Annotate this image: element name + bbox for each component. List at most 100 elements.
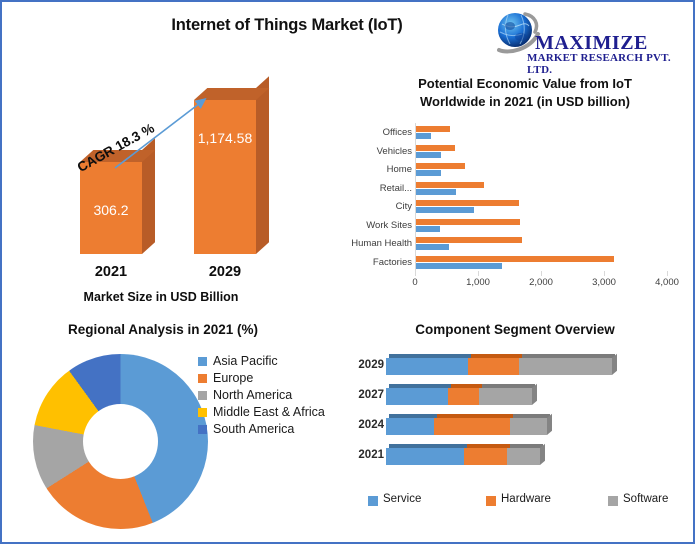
regional-legend-label: North America	[213, 388, 293, 402]
value-axis-line	[415, 123, 416, 271]
segment-software-top	[510, 444, 543, 448]
bar-orange	[416, 163, 466, 169]
component-legend-item[interactable]: Service	[368, 493, 422, 506]
potential-value-title-line2: Worldwide in 2021 (in USD billion)	[420, 94, 630, 109]
segment-hardware-top	[451, 384, 482, 388]
legend-swatch-icon	[198, 357, 207, 366]
company-logo: MAXIMIZE MARKET RESEARCH PVT. LTD.	[487, 10, 687, 76]
segment-service	[386, 358, 468, 375]
bar-orange	[416, 126, 451, 132]
potential-value-chart: Potential Economic Value from IoT Worldw…	[350, 68, 695, 318]
column-2029-label: 2029	[208, 264, 242, 280]
segment-hardware	[448, 388, 479, 405]
axis-tick	[541, 271, 542, 276]
regional-legend-item[interactable]: Europe	[198, 371, 348, 386]
segment-hardware	[464, 448, 507, 465]
regional-legend-item[interactable]: Middle East & Africa	[198, 405, 348, 420]
legend-swatch-icon	[198, 391, 207, 400]
axis-tick-label: 2,000	[529, 277, 553, 288]
column-2021-front	[80, 162, 142, 254]
component-bar-row: 2027	[350, 382, 695, 412]
header: Internet of Things Market (IoT)	[2, 6, 693, 76]
bar-category-label: Human Health	[351, 238, 412, 249]
component-bar-row: 2024	[350, 412, 695, 442]
legend-swatch-icon	[198, 408, 207, 417]
segment-software-top	[482, 384, 535, 388]
axis-tick	[415, 271, 416, 276]
component-legend-label: Hardware	[501, 493, 551, 505]
regional-legend-label: South America	[213, 422, 295, 436]
segment-service	[386, 448, 464, 465]
bar-category-label: Factories	[372, 256, 412, 268]
axis-tick	[667, 271, 668, 276]
bar-end-cap	[547, 413, 552, 435]
component-legend-item[interactable]: Hardware	[486, 493, 551, 506]
potential-value-plot: Offices Vehicles Home Retail... City Work Sit…	[351, 123, 684, 273]
segment-software	[479, 388, 532, 405]
regional-legend-item[interactable]: South America	[198, 422, 348, 437]
logo-wordmark: MAXIMIZE	[535, 32, 648, 54]
bar-category-label: Retail...	[379, 182, 412, 194]
market-size-caption: Market Size in USD Billion	[83, 290, 239, 304]
legend-swatch-icon	[198, 425, 207, 434]
bar-orange	[416, 218, 520, 225]
bar-category-label: Offices	[382, 127, 412, 138]
legend-swatch-icon	[608, 496, 618, 506]
axis-tick	[604, 271, 605, 276]
column-2029-value: 1,174.58	[197, 130, 253, 146]
bar-end-cap	[612, 353, 617, 375]
segment-service-top	[389, 444, 467, 448]
column-2021-label: 2021	[94, 264, 128, 280]
segment-service-top	[389, 384, 451, 388]
regional-analysis-chart: Regional Analysis in 2021 (%) Asia Pacif…	[8, 318, 348, 542]
column-2029-front	[194, 100, 256, 254]
bar-blue	[416, 262, 503, 269]
axis-tick-label: 3,000	[592, 277, 616, 288]
page-title: Internet of Things Market (IoT)	[171, 16, 403, 34]
bar-blue	[416, 207, 474, 213]
bar-orange	[416, 237, 523, 243]
potential-value-title-line1: Potential Economic Value from IoT	[418, 76, 632, 91]
regional-legend: Asia Pacific Europe North America Middle Ea…	[198, 354, 348, 439]
segment-software	[510, 418, 547, 435]
axis-tick-label: 4,000	[655, 277, 679, 288]
bar-blue	[416, 244, 449, 250]
regional-legend-label: Middle East & Africa	[213, 405, 325, 419]
component-legend-label: Service	[383, 493, 422, 505]
component-year-label: 2021	[358, 449, 384, 461]
column-2021: 306.2	[80, 138, 156, 254]
bar-end-cap	[532, 383, 537, 405]
potential-value-axis: 0 1,000 2,000 3,000 4,000	[354, 271, 684, 293]
component-year-label: 2024	[358, 419, 384, 431]
component-legend: Service Hardware Software	[368, 493, 688, 513]
bar-orange	[416, 181, 485, 188]
segment-service-top	[389, 354, 471, 358]
component-bar-row: 2021	[350, 442, 695, 472]
segment-service	[386, 418, 434, 435]
segment-hardware-top	[437, 414, 513, 418]
regional-legend-item[interactable]: North America	[198, 388, 348, 403]
bar-blue	[416, 225, 440, 232]
axis-tick	[478, 271, 479, 276]
axis-tick-label: 0	[412, 277, 418, 288]
regional-legend-item[interactable]: Asia Pacific	[198, 354, 348, 369]
donut-wrapper	[33, 354, 208, 529]
component-legend-item[interactable]: Software	[608, 493, 668, 506]
column-2029: 1,174.58	[194, 76, 270, 255]
regional-analysis-title: Regional Analysis in 2021 (%)	[67, 322, 259, 337]
donut-hole	[83, 404, 158, 479]
globe-icon	[497, 12, 540, 54]
bar-category-label: Home	[386, 164, 412, 175]
bar-blue	[416, 151, 442, 158]
component-year-label: 2027	[358, 389, 384, 401]
market-size-chart: 306.2 2021 1,174.58 2029 CAGR 18.3 % Mar…	[8, 68, 348, 318]
bar-blue	[416, 170, 442, 176]
segment-hardware-top	[467, 444, 510, 448]
segment-software-top	[513, 414, 550, 418]
bar-category-label: City	[395, 201, 412, 212]
bar-category-label: Work Sites	[366, 219, 412, 231]
potential-value-title: Potential Economic Value from IoT Worldw…	[370, 75, 680, 111]
legend-swatch-icon	[486, 496, 496, 506]
logo-tagline: MARKET RESEARCH PVT. LTD.	[527, 52, 671, 76]
